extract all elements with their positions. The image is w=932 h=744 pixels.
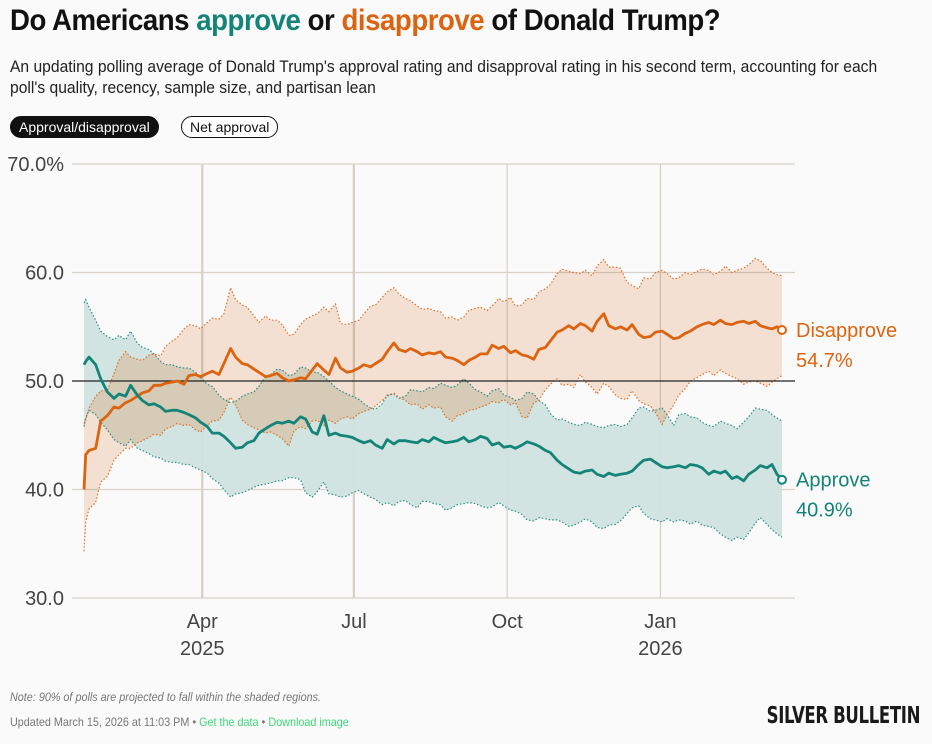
- get-data-link[interactable]: Get the data: [199, 715, 259, 729]
- approve-value-label: 40.9%: [796, 500, 853, 522]
- chart-note: Note: 90% of polls are projected to fall…: [10, 690, 321, 704]
- confidence-bands: [83, 257, 783, 552]
- disapprove-value-label: 54.7%: [796, 350, 853, 372]
- title-part-3: or: [300, 4, 342, 37]
- approve-band: [84, 299, 782, 541]
- y-tick-label: 40.0: [25, 480, 64, 502]
- disapprove-band-lower-edge: [83, 369, 783, 552]
- footer-separator: •: [189, 715, 200, 729]
- y-tick-label: 70.0%: [7, 154, 64, 176]
- footer: Updated March 15, 2026 at 11:03 PM • Get…: [10, 715, 349, 729]
- approve-band-upper-edge: [83, 298, 783, 430]
- x-tick-year-label: 2026: [638, 638, 683, 660]
- axis-labels: 30.0 40.0 50.0 60.0 70.0% Apr 2025 Jul Oct Jan 202…: [7, 154, 682, 660]
- x-tick-label: Jan: [644, 611, 676, 633]
- approve-label: Approve: [796, 470, 871, 492]
- title-disapprove-word: disapprove: [341, 4, 485, 37]
- download-image-link[interactable]: Download image: [268, 715, 349, 729]
- disapprove-band-upper-edge: [83, 257, 783, 425]
- title-approve-word: approve: [196, 4, 301, 37]
- silver-bulletin-logo: SILVER BULLETIN: [766, 703, 921, 729]
- toggle-approval-disapproval[interactable]: Approval/disapproval: [10, 116, 159, 138]
- x-tick-label: Jul: [341, 611, 367, 633]
- end-labels: Disapprove 54.7% Approve 40.9%: [796, 320, 897, 522]
- subtitle: An updating polling average of Donald Tr…: [10, 57, 878, 97]
- y-tick-label: 60.0: [25, 263, 64, 285]
- disapprove-label: Disapprove: [796, 320, 897, 342]
- disapprove-end-marker: [777, 325, 787, 336]
- title-part-5: of Donald Trump?: [484, 4, 721, 37]
- x-tick-year-label: 2025: [180, 638, 225, 660]
- x-tick-label: Apr: [187, 611, 218, 633]
- disapprove-line: [82, 312, 783, 490]
- toggle-net-approval[interactable]: Net approval: [181, 116, 279, 138]
- overlap-band: [84, 351, 782, 447]
- y-tick-label: 30.0: [25, 588, 64, 610]
- page-title: Do Americans approve or disapprove of Do…: [10, 4, 721, 38]
- approve-end-marker: [777, 474, 787, 485]
- approve-line: [82, 355, 784, 483]
- footer-separator: •: [258, 715, 269, 729]
- y-tick-label: 50.0: [25, 371, 64, 393]
- updated-timestamp: Updated March 15, 2026 at 11:03 PM: [10, 715, 190, 729]
- title-part-1: Do Americans: [10, 4, 197, 37]
- approval-chart: 30.0 40.0 50.0 60.0 70.0% Apr 2025 Jul Oct Jan 202…: [7, 154, 897, 660]
- series-lines: [82, 312, 787, 490]
- x-tick-label: Oct: [492, 611, 524, 633]
